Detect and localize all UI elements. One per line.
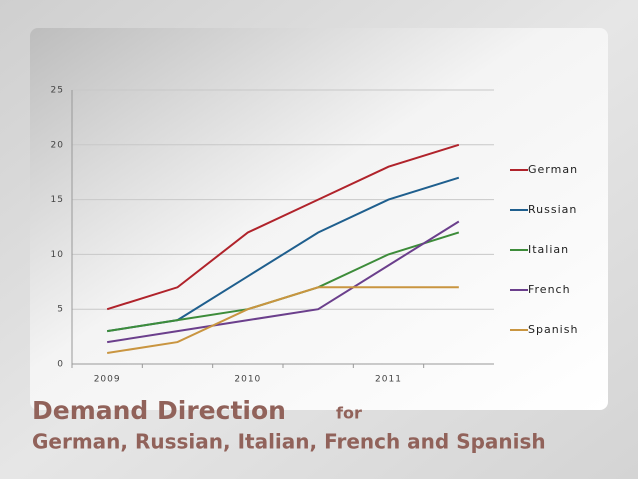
title: Demand Direction (32, 396, 286, 425)
x-tick-label: 2009 (94, 375, 121, 385)
x-tick-label: 2011 (375, 375, 402, 385)
y-tick-label: 10 (51, 250, 64, 260)
x-tick-label: 2010 (234, 375, 261, 385)
y-tick-label: 0 (57, 360, 64, 370)
title-connector: for (336, 404, 362, 423)
subtitle: German, Russian, Italian, French and Spa… (32, 430, 546, 454)
series-line (107, 220, 460, 344)
chart-panel (30, 28, 608, 410)
y-tick-label: 20 (51, 140, 64, 150)
y-tick-label: 15 (51, 195, 64, 205)
y-tick-label: 5 (57, 305, 64, 315)
legend-label: German (528, 163, 578, 176)
series-line (106, 143, 460, 311)
y-tick-label: 25 (51, 86, 64, 96)
legend-label: Russian (528, 203, 577, 216)
legend-label: Italian (528, 243, 569, 256)
series-line (107, 286, 459, 355)
legend-label: French (528, 283, 571, 296)
legend-label: Spanish (528, 323, 578, 336)
